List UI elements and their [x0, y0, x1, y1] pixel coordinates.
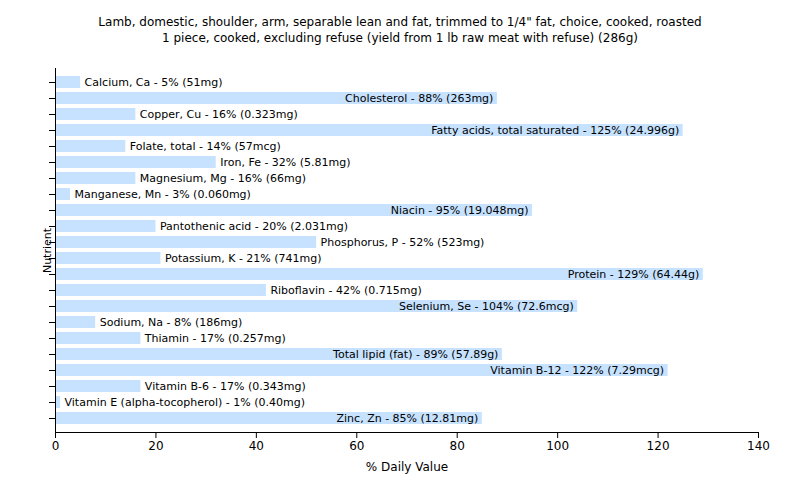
- svg-text:Sodium, Na - 8% (186mg): Sodium, Na - 8% (186mg): [100, 316, 243, 329]
- svg-text:Thiamin - 17% (0.257mg): Thiamin - 17% (0.257mg): [144, 332, 286, 345]
- svg-text:Protein - 129% (64.44g): Protein - 129% (64.44g): [568, 268, 700, 281]
- svg-text:40: 40: [249, 439, 264, 453]
- svg-text:120: 120: [647, 439, 670, 453]
- svg-text:Iron, Fe - 32% (5.81mg): Iron, Fe - 32% (5.81mg): [220, 156, 350, 169]
- svg-text:% Daily Value: % Daily Value: [366, 460, 448, 474]
- html-text:1 piece, cooked, excluding ref: 1 piece, cooked, excluding refuse (yield…: [162, 31, 638, 45]
- svg-text:Riboflavin - 42% (0.715mg): Riboflavin - 42% (0.715mg): [270, 284, 421, 297]
- html-text:Lamb, domestic, shoulder, arm,: Lamb, domestic, shoulder, arm, separable…: [98, 15, 702, 29]
- svg-text:Vitamin B-12 - 122% (7.29mcg): Vitamin B-12 - 122% (7.29mcg): [490, 364, 664, 377]
- svg-text:Cholesterol - 88% (263mg): Cholesterol - 88% (263mg): [345, 92, 493, 105]
- svg-text:Folate, total - 14% (57mcg): Folate, total - 14% (57mcg): [130, 140, 281, 153]
- svg-text:Vitamin B-6 - 17% (0.343mg): Vitamin B-6 - 17% (0.343mg): [145, 380, 306, 393]
- svg-text:Calcium, Ca - 5% (51mg): Calcium, Ca - 5% (51mg): [85, 76, 223, 89]
- svg-text:Fatty acids, total saturated -: Fatty acids, total saturated - 125% (24.…: [431, 124, 679, 137]
- svg-text:Copper, Cu - 16% (0.323mg): Copper, Cu - 16% (0.323mg): [140, 108, 298, 121]
- svg-text:Niacin - 95% (19.048mg): Niacin - 95% (19.048mg): [391, 204, 529, 217]
- svg-text:100: 100: [546, 439, 569, 453]
- svg-text:0: 0: [52, 439, 60, 453]
- svg-text:Phosphorus, P - 52% (523mg): Phosphorus, P - 52% (523mg): [321, 236, 485, 249]
- svg-text:Pantothenic acid - 20% (2.031m: Pantothenic acid - 20% (2.031mg): [160, 220, 348, 233]
- svg-text:Vitamin E (alpha-tocopherol) -: Vitamin E (alpha-tocopherol) - 1% (0.40m…: [65, 396, 305, 409]
- svg-text:20: 20: [148, 439, 163, 453]
- svg-text:Total lipid (fat) - 89% (57.89: Total lipid (fat) - 89% (57.89g): [332, 348, 498, 361]
- svg-text:Magnesium, Mg - 16% (66mg): Magnesium, Mg - 16% (66mg): [140, 172, 306, 185]
- svg-text:Manganese, Mn - 3% (0.060mg): Manganese, Mn - 3% (0.060mg): [75, 188, 251, 201]
- svg-text:60: 60: [349, 439, 364, 453]
- svg-text:Nutrient: Nutrient: [41, 227, 54, 273]
- svg-text:Selenium, Se - 104% (72.6mcg): Selenium, Se - 104% (72.6mcg): [399, 300, 574, 313]
- svg-text:140: 140: [747, 439, 770, 453]
- svg-text:Zinc, Zn - 85% (12.81mg): Zinc, Zn - 85% (12.81mg): [337, 412, 479, 425]
- svg-text:80: 80: [450, 439, 465, 453]
- svg-text:Potassium, K - 21% (741mg): Potassium, K - 21% (741mg): [165, 252, 322, 265]
